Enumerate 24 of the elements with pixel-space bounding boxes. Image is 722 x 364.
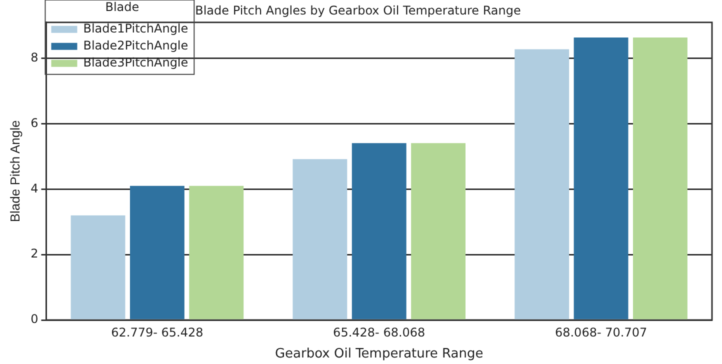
- bar: [130, 186, 184, 320]
- y-tick-label: 0: [30, 312, 38, 326]
- bar: [411, 143, 466, 320]
- bar: [189, 186, 244, 320]
- x-axis-title: Gearbox Oil Temperature Range: [274, 346, 484, 362]
- x-tick-label: 65.428- 68.068: [333, 325, 426, 340]
- y-tick-label: 8: [30, 50, 38, 64]
- bar: [292, 159, 348, 320]
- bar: [352, 143, 406, 320]
- bar: [70, 215, 126, 320]
- y-tick-label: 2: [30, 246, 38, 261]
- x-tick-label: 62.779- 65.428: [111, 325, 204, 340]
- legend-title: Blade: [105, 0, 140, 14]
- chart-title: Blade Pitch Angles by Gearbox Oil Temperature Range: [195, 3, 521, 18]
- y-tick-label: 6: [30, 116, 38, 130]
- legend-label: Blade3PitchAngle: [83, 56, 188, 70]
- y-axis-title: Blade Pitch Angle: [7, 120, 22, 222]
- legend-label: Blade2PitchAngle: [83, 38, 188, 53]
- bar: [632, 37, 688, 320]
- legend-label: Blade1PitchAngle: [83, 22, 188, 36]
- bar: [574, 37, 628, 320]
- bar: [514, 49, 570, 320]
- y-tick-label: 4: [30, 181, 38, 196]
- x-tick-label: 68.068- 70.707: [554, 325, 648, 340]
